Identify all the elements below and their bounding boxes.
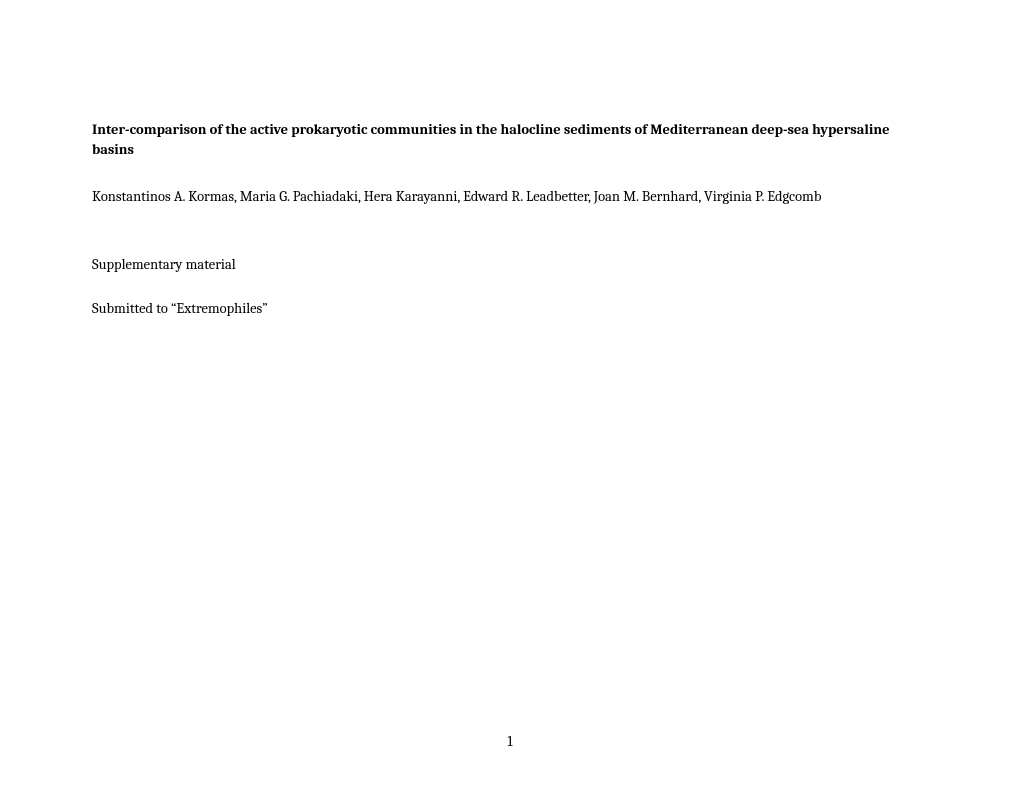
supplementary-label: Supplementary material: [92, 255, 928, 275]
document-title: Inter-comparison of the active prokaryot…: [92, 120, 928, 161]
submitted-to: Submitted to “Extremophiles”: [92, 299, 928, 319]
page-number: 1: [0, 733, 1020, 750]
page-content: Inter-comparison of the active prokaryot…: [0, 0, 1020, 319]
authors-list: Konstantinos A. Kormas, Maria G. Pachiad…: [92, 187, 928, 207]
